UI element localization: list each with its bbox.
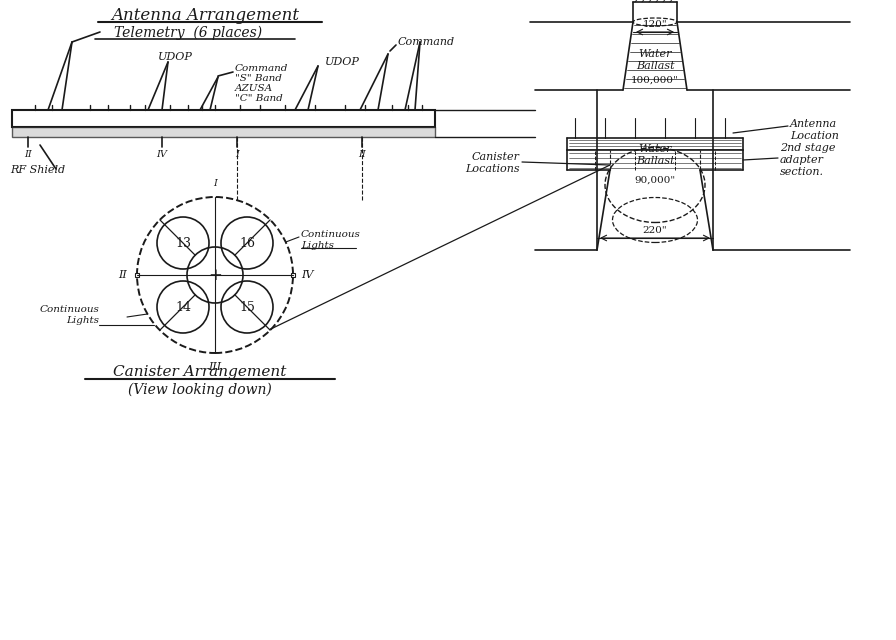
Text: IV: IV bbox=[301, 270, 314, 280]
Text: II: II bbox=[358, 150, 366, 159]
Text: 100,000": 100,000" bbox=[631, 76, 679, 84]
Text: Water
Ballast: Water Ballast bbox=[635, 144, 675, 166]
Text: 14: 14 bbox=[175, 301, 191, 314]
Text: 120": 120" bbox=[642, 19, 668, 29]
Text: 13: 13 bbox=[175, 237, 191, 250]
Text: UDOP: UDOP bbox=[158, 52, 193, 62]
Text: "C" Band: "C" Band bbox=[235, 93, 283, 102]
Text: Water
Ballast: Water Ballast bbox=[635, 49, 675, 71]
Text: 220": 220" bbox=[642, 225, 668, 234]
Text: "S" Band: "S" Band bbox=[235, 74, 282, 83]
Text: 90,000": 90,000" bbox=[634, 175, 676, 184]
Text: Continuous
Lights: Continuous Lights bbox=[39, 305, 99, 324]
Text: Canister
Locations: Canister Locations bbox=[465, 152, 520, 174]
Text: III: III bbox=[209, 362, 221, 372]
Text: I: I bbox=[235, 150, 239, 159]
Text: RF Shield: RF Shield bbox=[10, 165, 65, 175]
Bar bbox=[135, 273, 139, 277]
Bar bbox=[12, 110, 435, 127]
Text: +: + bbox=[208, 266, 222, 284]
Text: 16: 16 bbox=[239, 237, 255, 250]
Text: Antenna
Location: Antenna Location bbox=[790, 119, 839, 141]
Text: (View looking down): (View looking down) bbox=[128, 383, 271, 397]
Text: II: II bbox=[24, 150, 32, 159]
Bar bbox=[12, 127, 435, 137]
Text: 2nd stage
adapter
section.: 2nd stage adapter section. bbox=[780, 143, 835, 177]
Text: UDOP: UDOP bbox=[325, 57, 360, 67]
Text: Telemetry  (6 places): Telemetry (6 places) bbox=[114, 26, 262, 40]
Text: IV: IV bbox=[157, 150, 168, 159]
Text: Continuous
Lights: Continuous Lights bbox=[301, 230, 361, 250]
Text: AZUSA: AZUSA bbox=[235, 83, 273, 93]
Text: Canister Arrangement: Canister Arrangement bbox=[113, 365, 287, 379]
Text: 15: 15 bbox=[239, 301, 255, 314]
Text: Command: Command bbox=[398, 37, 455, 47]
Bar bbox=[291, 273, 295, 277]
Text: I: I bbox=[213, 179, 217, 188]
Text: Command: Command bbox=[235, 63, 289, 72]
Text: II: II bbox=[118, 270, 127, 280]
Text: Antenna Arrangement: Antenna Arrangement bbox=[111, 6, 299, 24]
